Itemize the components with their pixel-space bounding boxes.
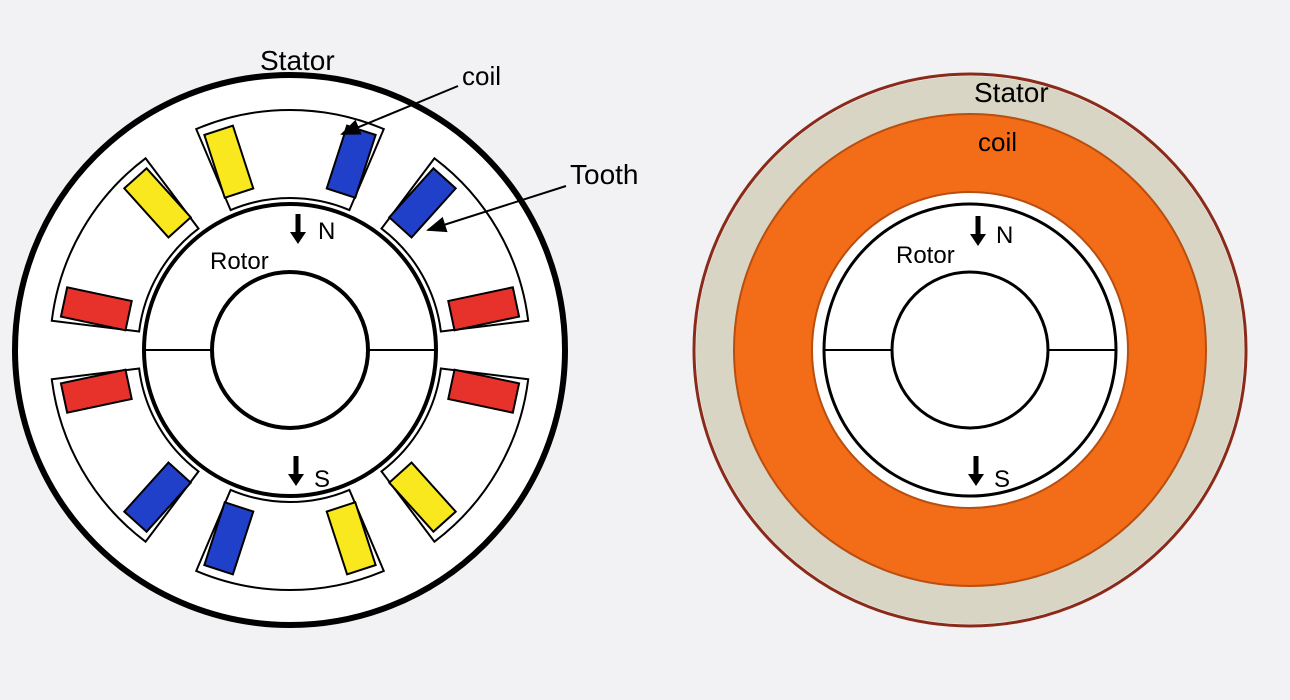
left-stator-label: Stator — [260, 45, 335, 77]
right-stator-label: Stator — [974, 77, 1049, 109]
left-north-label: N — [318, 218, 335, 246]
left-coil-label: coil — [462, 61, 501, 92]
right-rotor-label: Rotor — [896, 242, 955, 270]
left-rotor-inner — [212, 272, 368, 428]
right-north-label: N — [996, 222, 1013, 250]
left-tooth-label: Tooth — [570, 159, 639, 191]
right-coil-label: coil — [978, 127, 1017, 158]
right-rotor-inner — [892, 272, 1048, 428]
left-south-label: S — [314, 466, 330, 494]
right-south-label: S — [994, 466, 1010, 494]
left-rotor-label: Rotor — [210, 248, 269, 276]
diagram-canvas — [0, 0, 1290, 700]
